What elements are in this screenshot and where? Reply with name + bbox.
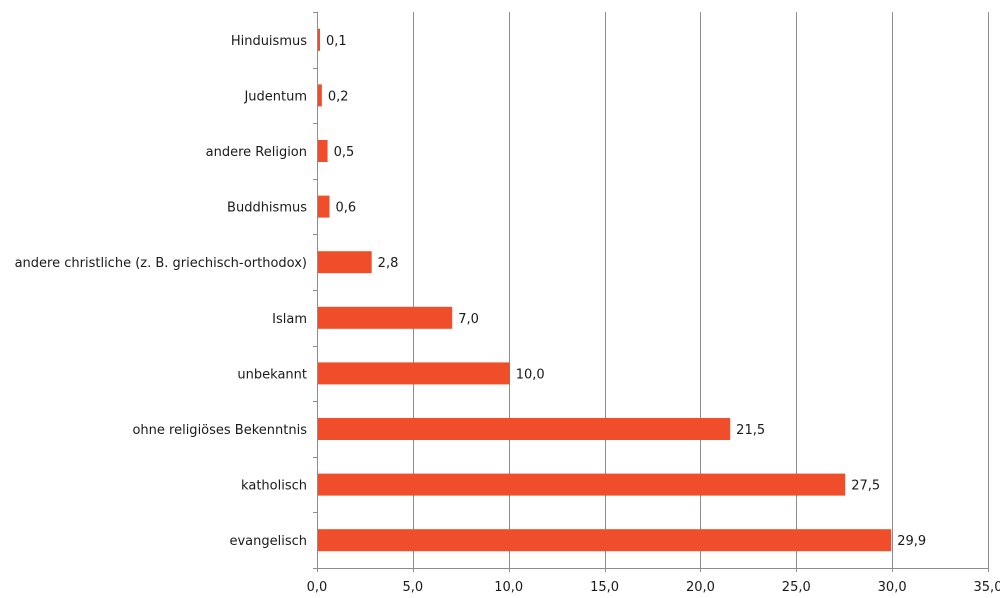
category-label-1: Hinduismus: [231, 34, 307, 49]
x-tick-label-3: 15,0: [590, 580, 619, 595]
value-label-10: 29,9: [897, 534, 926, 549]
value-label-9: 27,5: [851, 479, 880, 494]
axes: [313, 12, 989, 572]
bar-1: [318, 28, 320, 51]
category-label-2: Judentum: [243, 89, 307, 104]
x-tick-label-2: 10,0: [494, 580, 523, 595]
value-label-5: 2,8: [378, 256, 399, 271]
bar-9: [318, 473, 846, 496]
value-label-4: 0,6: [336, 201, 357, 216]
value-label-8: 21,5: [736, 423, 765, 438]
value-label-1: 0,1: [326, 34, 347, 49]
value-label-7: 10,0: [516, 367, 545, 382]
category-label-10: evangelisch: [229, 534, 307, 549]
bar-8: [318, 418, 731, 440]
value-label-3: 0,5: [334, 145, 355, 160]
value-label-2: 0,2: [328, 89, 349, 104]
value-label-6: 7,0: [458, 312, 479, 327]
x-tick-label-6: 30,0: [878, 580, 907, 595]
bar-6: [318, 306, 453, 329]
bars: [318, 28, 892, 552]
bar-2: [318, 84, 322, 107]
category-label-5: andere christliche (z. B. griechisch-ort…: [15, 256, 307, 271]
bar-4: [318, 195, 330, 218]
category-labels: Hinduismus Judentum andere Religion Buddhis…: [15, 34, 308, 549]
grid-lines: [413, 12, 989, 568]
category-label-4: Buddhismus: [227, 201, 307, 216]
category-label-8: ohne religiöses Bekenntnis: [132, 423, 307, 438]
bar-10: [318, 529, 892, 552]
value-labels: 0,1 0,2 0,5 0,6 2,8 7,0 10,0 21,5 27,5 29,9: [326, 34, 926, 549]
x-tick-labels: 0,0 5,0 10,0 15,0 20,0 25,0 30,0 35,0: [307, 580, 1000, 595]
category-label-3: andere Religion: [206, 145, 307, 160]
x-tick-label-0: 0,0: [307, 580, 328, 595]
x-tick-label-7: 35,0: [974, 580, 1000, 595]
x-tick-label-5: 25,0: [782, 580, 811, 595]
bar-7: [318, 362, 510, 385]
x-tick-label-4: 20,0: [686, 580, 715, 595]
bar-5: [318, 251, 372, 274]
category-label-7: unbekannt: [237, 367, 307, 382]
category-label-9: katholisch: [241, 479, 307, 494]
category-label-6: Islam: [272, 312, 307, 327]
bar-3: [318, 140, 328, 162]
x-tick-label-1: 5,0: [403, 580, 424, 595]
